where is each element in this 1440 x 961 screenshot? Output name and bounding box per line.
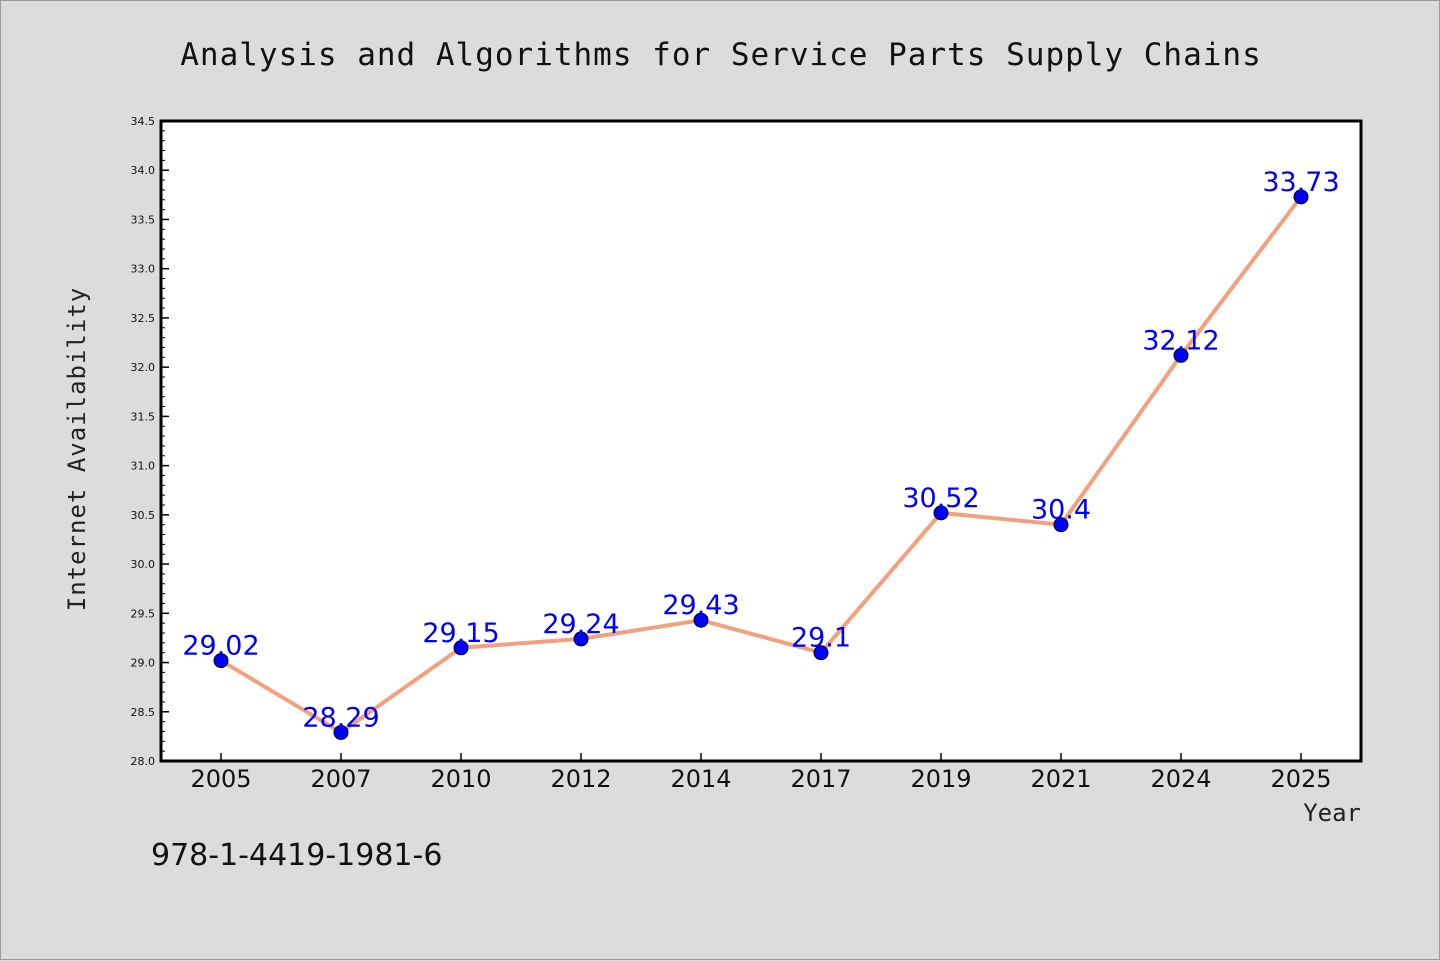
data-point bbox=[213, 653, 229, 669]
y-tick-label: 28.0 bbox=[131, 755, 156, 768]
isbn-note: 978-1-4419-1981-6 bbox=[151, 838, 442, 873]
x-tick-label: 2014 bbox=[670, 765, 731, 793]
x-tick-label: 2025 bbox=[1270, 765, 1331, 793]
data-point bbox=[453, 640, 469, 656]
x-tick-label: 2005 bbox=[190, 765, 251, 793]
data-label: 28.29 bbox=[302, 702, 379, 733]
y-axis-label: Internet Availability bbox=[63, 287, 91, 611]
y-tick-label: 31.5 bbox=[131, 410, 156, 423]
data-label: 29.1 bbox=[791, 623, 851, 654]
x-axis: 2005 2007 2010 2012 2014 2017 2019 2021 2024 2025 bbox=[190, 753, 1332, 793]
x-tick-label: 2021 bbox=[1030, 765, 1091, 793]
y-tick-label: 34.5 bbox=[131, 115, 156, 128]
x-axis-label: Year bbox=[1303, 799, 1361, 827]
y-tick-label: 34.0 bbox=[131, 164, 156, 177]
y-tick-label: 33.5 bbox=[131, 213, 156, 226]
y-tick-label: 33.0 bbox=[131, 263, 156, 276]
x-tick-label: 2010 bbox=[430, 765, 491, 793]
data-label: 30.52 bbox=[902, 483, 979, 514]
y-tick-label: 31.0 bbox=[131, 460, 156, 473]
data-label: 29.02 bbox=[182, 631, 259, 662]
data-point bbox=[573, 631, 589, 647]
data-point bbox=[333, 724, 349, 740]
data-labels: 29.02 28.29 29.15 29.24 29.43 29.1 30.52 30.4 32… bbox=[182, 167, 1339, 734]
data-label: 32.12 bbox=[1142, 325, 1219, 356]
chart-title: Analysis and Algorithms for Service Part… bbox=[180, 37, 1262, 73]
y-tick-label: 32.0 bbox=[131, 361, 156, 374]
data-point bbox=[813, 645, 829, 661]
series-layer bbox=[213, 189, 1309, 740]
x-tick-label: 2007 bbox=[310, 765, 371, 793]
data-label: 29.15 bbox=[422, 618, 499, 649]
y-axis: 28.0 28.5 29.0 29.5 30.0 30.5 31.0 31.5 32.0 32.5… bbox=[131, 115, 169, 768]
y-tick-label: 30.5 bbox=[131, 509, 156, 522]
x-tick-label: 2012 bbox=[550, 765, 611, 793]
y-tick-label: 29.5 bbox=[131, 607, 156, 620]
plot-area bbox=[159, 119, 1363, 763]
y-tick-label: 32.5 bbox=[131, 312, 156, 325]
data-point bbox=[1293, 189, 1309, 205]
y-tick-label: 30.0 bbox=[131, 558, 156, 571]
x-tick-label: 2024 bbox=[1150, 765, 1211, 793]
data-label: 29.43 bbox=[662, 590, 739, 621]
x-tick-label: 2019 bbox=[910, 765, 971, 793]
data-label: 30.4 bbox=[1031, 495, 1091, 526]
data-label: 29.24 bbox=[542, 609, 619, 640]
data-point bbox=[693, 612, 709, 628]
y-tick-label: 28.5 bbox=[131, 706, 156, 719]
data-label: 33.73 bbox=[1262, 167, 1339, 198]
series-line bbox=[219, 194, 1303, 735]
x-tick-label: 2017 bbox=[790, 765, 851, 793]
data-point bbox=[1173, 347, 1189, 363]
data-point bbox=[1053, 517, 1069, 533]
data-point bbox=[933, 505, 949, 521]
y-tick-label: 29.0 bbox=[131, 657, 156, 670]
